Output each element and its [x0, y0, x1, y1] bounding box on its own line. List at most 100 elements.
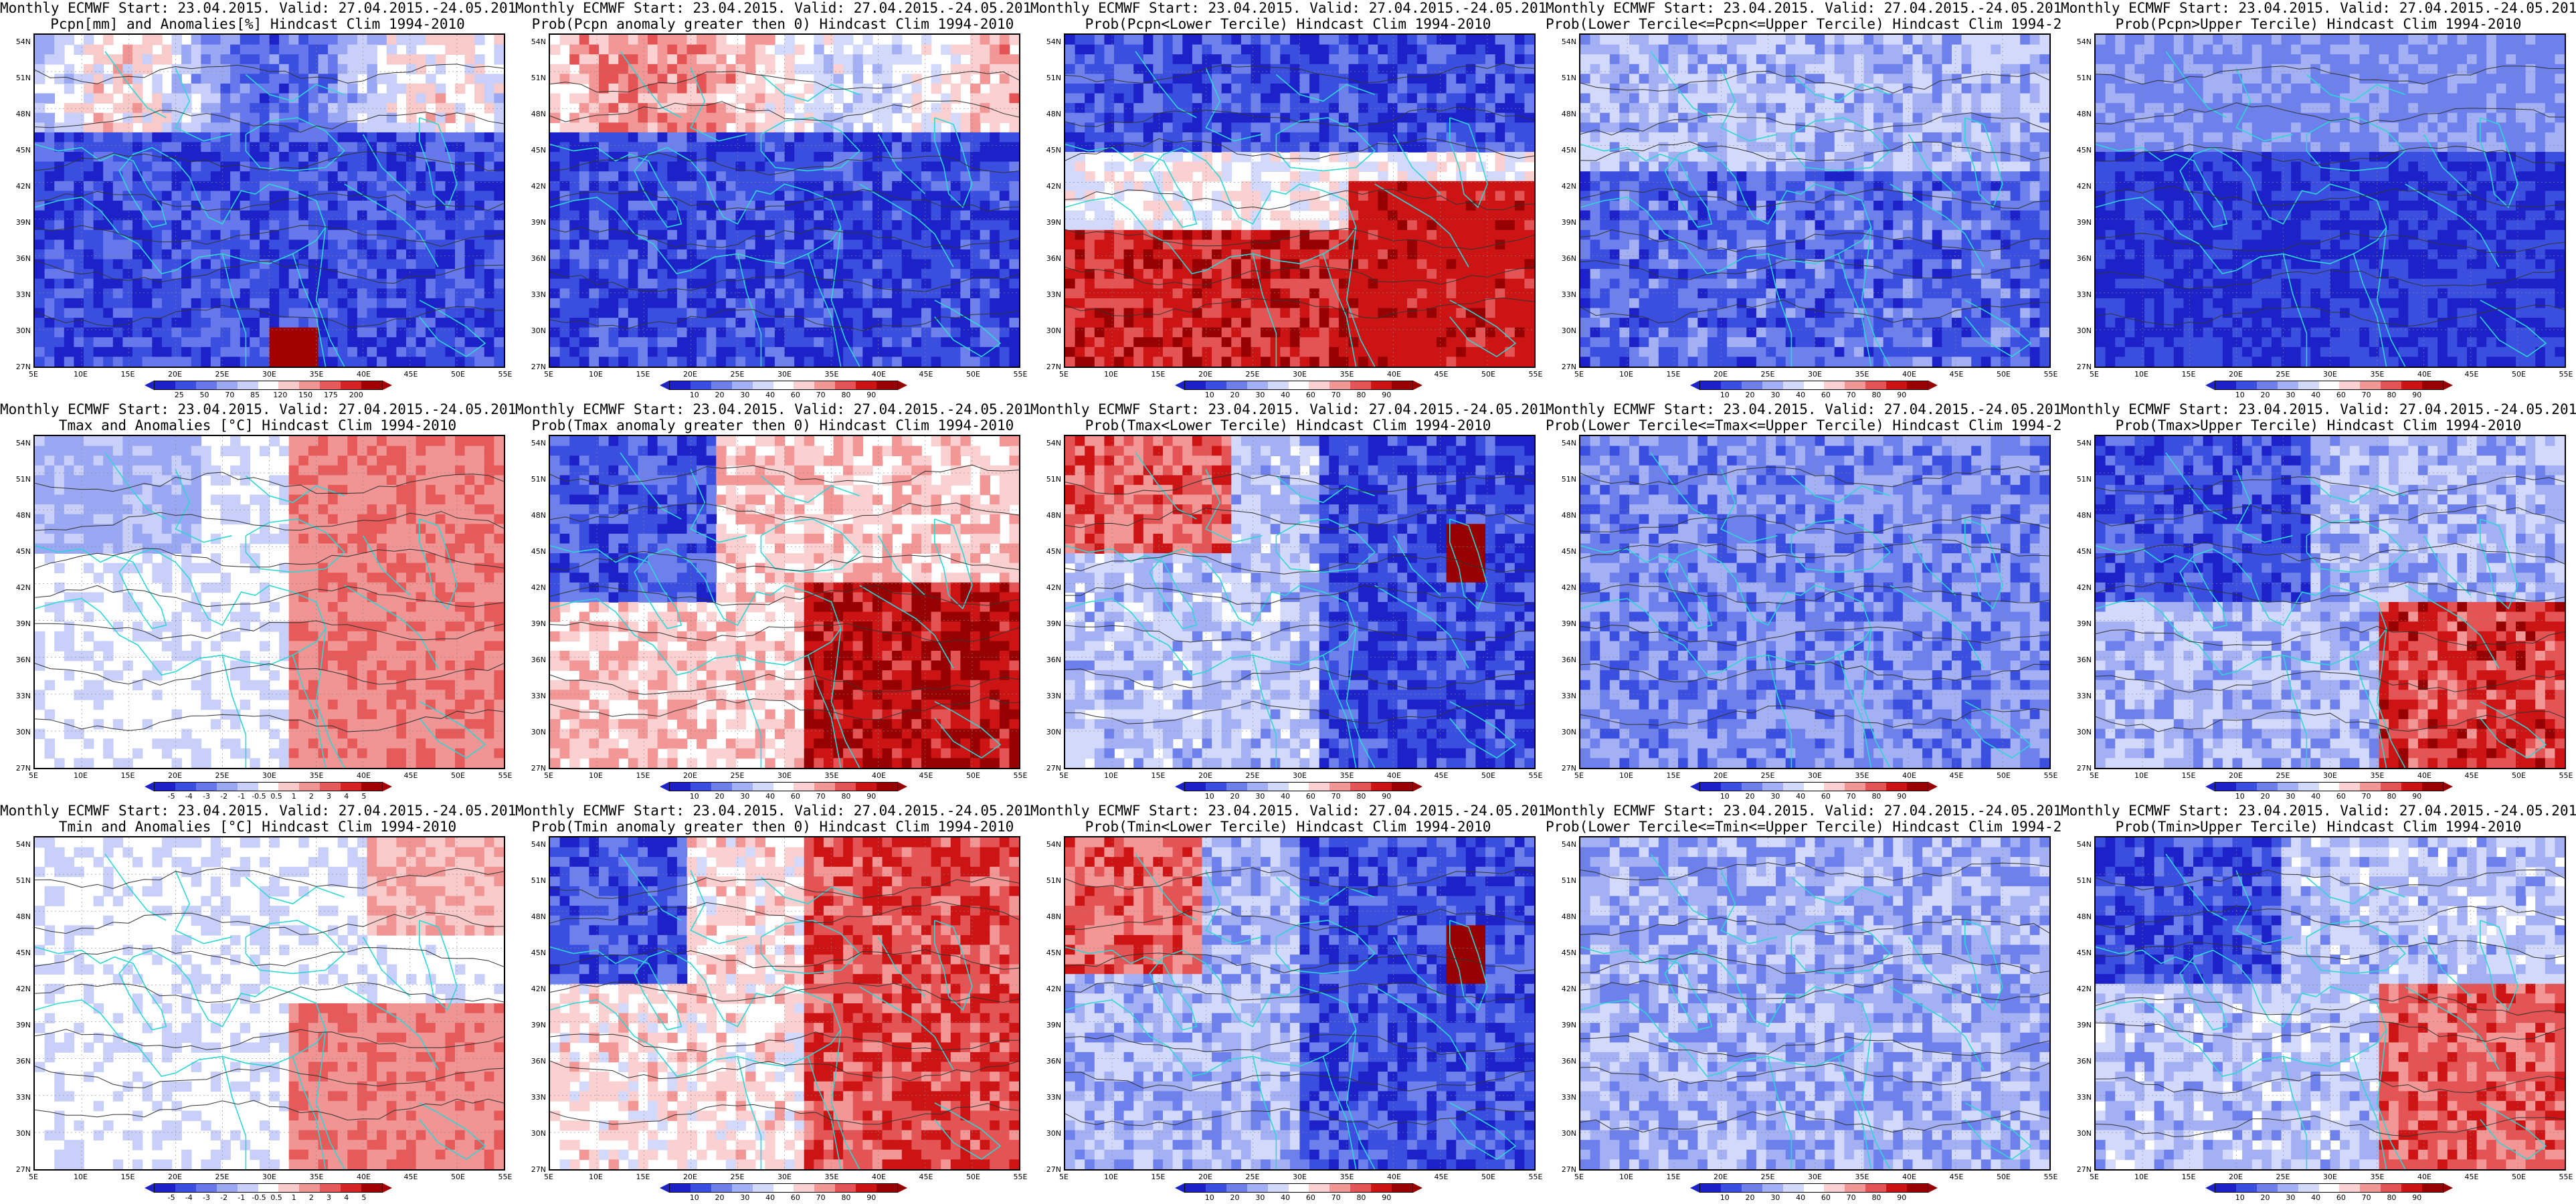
coastline — [2096, 946, 2387, 1031]
colorbar-tick-label: 40 — [1272, 792, 1299, 801]
colorbar-tick-label: 20 — [1222, 391, 1249, 399]
colorbar-tick-label: 80 — [1348, 391, 1374, 399]
colorbar-segment — [2422, 783, 2443, 791]
coastline — [830, 1029, 860, 1169]
lat-tick-label: 39N — [1036, 619, 1061, 628]
coastline — [1065, 197, 1357, 274]
lon-tick-label: 45E — [401, 1173, 421, 1181]
coastline — [1650, 452, 1712, 520]
map-field — [550, 35, 1019, 367]
contour-line — [1580, 862, 2049, 881]
colorbar-tick-label: 60 — [1813, 391, 1839, 399]
coastline — [620, 854, 682, 921]
colorbar-tick-label: 40 — [1787, 792, 1814, 801]
coastline — [245, 518, 345, 573]
coastline — [1275, 117, 1376, 172]
coastline — [1964, 518, 2003, 610]
contour-line — [550, 550, 1019, 571]
coastline — [245, 74, 345, 102]
lat-tick-label: 51N — [5, 876, 31, 885]
coastline — [245, 117, 345, 172]
lat-tick-label: 39N — [1551, 218, 1576, 227]
lon-tick-label: 30E — [1290, 370, 1310, 379]
lat-tick-label: 27N — [2066, 363, 2092, 371]
colorbar-segment — [1350, 783, 1372, 791]
contour-line — [35, 982, 504, 1003]
map-frame — [33, 435, 505, 769]
colorbar-segment — [1247, 783, 1268, 791]
lon-tick-label: 55E — [1010, 370, 1030, 379]
coastline — [1449, 300, 1517, 358]
colorbar-segment — [2318, 381, 2340, 389]
coastline — [2096, 544, 2387, 629]
contour-line — [550, 189, 1019, 212]
lon-tick-label: 5E — [1054, 370, 1074, 379]
colorbar-high-arrow — [1413, 381, 1422, 390]
lon-tick-label: 55E — [1526, 370, 1546, 379]
coastline — [1252, 1056, 1277, 1169]
lat-tick-label: 30N — [1551, 728, 1576, 736]
colorbar-tick-label: 20 — [2252, 391, 2279, 399]
lat-tick-label: 36N — [1551, 656, 1576, 664]
lon-tick-label: 35E — [1337, 370, 1357, 379]
lat-tick-label: 45N — [1036, 547, 1061, 556]
lat-tick-label: 36N — [2066, 656, 2092, 664]
lat-tick-label: 45N — [1551, 547, 1576, 556]
colorbar-tick-label: 90 — [1888, 792, 1915, 801]
contour-line — [550, 464, 1019, 487]
panel-title-line1: Monthly ECMWF Start: 23.04.2015. Valid: … — [0, 401, 515, 417]
contour-line — [35, 225, 504, 247]
contour-line — [35, 709, 504, 732]
panel-title-line1: Monthly ECMWF Start: 23.04.2015. Valid: … — [515, 803, 1030, 819]
colorbar-segment — [2215, 1184, 2236, 1192]
lat-tick-label: 51N — [2066, 475, 2092, 484]
contour-line — [550, 1031, 1019, 1052]
lon-tick-label: 30E — [260, 771, 280, 780]
colorbar-tick-label: 10 — [1196, 391, 1223, 399]
lat-tick-label: 48N — [521, 912, 546, 921]
lon-tick-label: 25E — [1758, 370, 1778, 379]
coastline — [1650, 854, 1712, 921]
colorbar-tick-label: 70 — [1323, 1193, 1350, 1202]
map-panel-tmin-prob-upper: Monthly ECMWF Start: 23.04.2015. Valid: … — [2061, 803, 2576, 1204]
coastline — [859, 585, 954, 669]
lon-tick-label: 40E — [1900, 771, 1920, 780]
lat-tick-label: 45N — [1551, 146, 1576, 155]
colorbar-tick-label: 40 — [757, 1193, 784, 1202]
lat-tick-label: 36N — [1036, 1057, 1061, 1066]
colorbar-tick-label: 20 — [707, 792, 733, 801]
lon-tick-label: 10E — [71, 771, 91, 780]
colorbar-tick-label: 90 — [1888, 1193, 1915, 1202]
lon-tick-label: 50E — [963, 771, 984, 780]
colorbar-tick-label: 90 — [858, 391, 885, 399]
panel-title-line1: Monthly ECMWF Start: 23.04.2015. Valid: … — [0, 0, 515, 16]
colorbar-segment — [258, 783, 279, 791]
panel-title: Monthly ECMWF Start: 23.04.2015. Valid: … — [1030, 0, 1546, 33]
lat-tick-label: 27N — [2066, 764, 2092, 773]
contour-line — [35, 868, 504, 889]
colorbar-tick-label: 20 — [1222, 1193, 1249, 1202]
lon-tick-label: 45E — [1946, 771, 1966, 780]
colorbar-segment — [1226, 381, 1247, 389]
contour-line — [1580, 1062, 2049, 1086]
lon-tick-label: 55E — [1526, 1173, 1546, 1181]
colorbar-segment — [2256, 1184, 2278, 1192]
coastline — [35, 143, 327, 228]
lon-tick-label: 15E — [118, 771, 138, 780]
lat-tick-label: 27N — [5, 1165, 31, 1174]
lon-tick-label: 10E — [1101, 370, 1121, 379]
colorbar-tick-label: -1 — [228, 792, 255, 801]
contour-line — [1580, 624, 2049, 647]
colorbar-segment — [1865, 783, 1887, 791]
coastline — [1065, 598, 1357, 676]
coastline — [1205, 68, 1263, 142]
colorbar-segment — [2360, 1184, 2381, 1192]
colorbar-segment — [1886, 1184, 1908, 1192]
coastline — [1252, 254, 1277, 367]
coastline — [550, 946, 842, 1031]
contour-line — [1580, 466, 2049, 488]
colorbar-tick-label: 5 — [351, 792, 377, 801]
lon-tick-label: 55E — [2041, 771, 2061, 780]
coastline — [2282, 254, 2308, 367]
colorbar — [154, 782, 383, 791]
